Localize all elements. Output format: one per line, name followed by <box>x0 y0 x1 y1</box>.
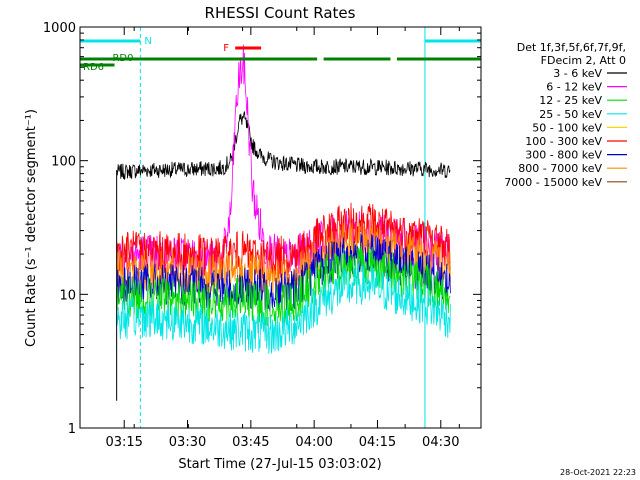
legend-entry-label: 25 - 50 keV <box>539 108 602 121</box>
legend-entry-label: 100 - 300 keV <box>525 135 602 148</box>
rd6-flag-label: RD6 <box>83 62 104 73</box>
legend-entry-label: 3 - 6 keV <box>553 67 602 80</box>
x-tick-label: 04:15 <box>359 435 396 450</box>
axes: 1 10 100 1000 03:15 03:30 03:45 04:00 04:15 04:30 <box>43 21 481 450</box>
legend-entry-label: 6 - 12 keV <box>546 81 602 94</box>
series-line <box>116 245 451 326</box>
legend-entry-label: 300 - 800 keV <box>525 149 602 162</box>
flag-bars: N F RD0 RD6 <box>80 36 481 73</box>
x-tick-label: 03:45 <box>232 435 269 450</box>
legend-header-line-2: FDecim 2, Att 0 <box>541 54 626 67</box>
legend: Det 1f,3f,5f,6f,7f,9f, FDecim 2, Att 0 3… <box>504 41 627 189</box>
footer-date: 28-Oct-2021 22:23 <box>560 468 636 477</box>
legend-entry-label: 7000 - 15000 keV <box>504 176 602 189</box>
y-tick-label: 1000 <box>43 21 76 36</box>
legend-entry-label: 50 - 100 keV <box>532 121 602 134</box>
x-tick-label: 03:15 <box>105 435 142 450</box>
rd0-flag-label: RD0 <box>112 53 133 64</box>
x-tick-label: 04:00 <box>295 435 332 450</box>
legend-entry-label: 800 - 7000 keV <box>518 162 602 175</box>
x-tick-label: 03:30 <box>169 435 206 450</box>
y-tick-label: 10 <box>59 288 76 303</box>
series-layer <box>116 44 451 401</box>
y-tick-label: 1 <box>68 422 76 437</box>
series-line <box>116 262 451 354</box>
night-flag-label: N <box>144 36 151 47</box>
plot-frame <box>79 26 482 429</box>
legend-entry-label: 12 - 25 keV <box>539 94 602 107</box>
y-tick-label: 100 <box>51 155 76 170</box>
series-line <box>116 111 451 181</box>
x-tick-label: 04:30 <box>422 435 459 450</box>
x-axis-label: Start Time (27-Jul-15 03:03:02) <box>178 457 381 472</box>
flare-flag-label: F <box>223 43 229 54</box>
y-axis-label: Count Rate (s⁻¹ detector segment⁻¹) <box>24 109 39 347</box>
chart-title: RHESSI Count Rates <box>205 4 356 22</box>
legend-header-line-1: Det 1f,3f,5f,6f,7f,9f, <box>517 41 626 54</box>
